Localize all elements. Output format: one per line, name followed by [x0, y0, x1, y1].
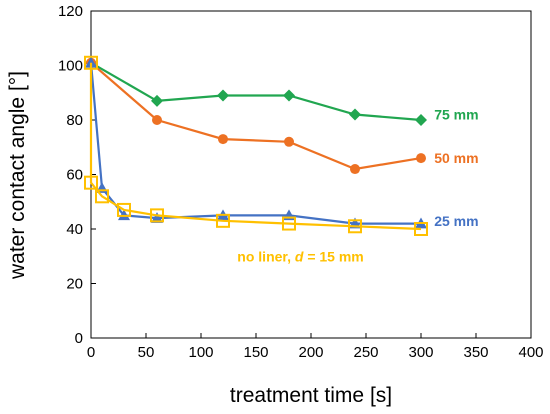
y-tick-label: 80 — [66, 112, 83, 129]
series-label-part: no liner, — [237, 248, 295, 264]
data-point — [284, 136, 294, 147]
data-point — [152, 115, 162, 125]
y-tick-label: 60 — [66, 167, 83, 184]
series-0 — [85, 56, 427, 126]
y-tick-label: 0 — [75, 330, 83, 347]
x-tick-label: 100 — [188, 344, 213, 361]
data-point — [283, 89, 295, 102]
data-point — [217, 89, 229, 102]
series-line — [90, 61, 422, 122]
x-tick-label: 0 — [87, 344, 95, 361]
series-layer — [84, 55, 428, 236]
data-point — [118, 209, 130, 221]
data-point — [348, 219, 362, 234]
data-point — [216, 213, 230, 228]
series-label: 25 mm — [434, 213, 478, 229]
data-point — [117, 202, 131, 217]
data-point — [416, 153, 426, 164]
x-tick-label: 250 — [353, 344, 378, 361]
data-point — [151, 94, 163, 107]
data-point — [84, 175, 98, 190]
series-line — [89, 62, 422, 231]
y-tick-label: 20 — [66, 276, 83, 293]
data-point — [151, 212, 163, 223]
series-2 — [85, 56, 427, 229]
series-line — [89, 62, 421, 225]
plot-area — [90, 10, 532, 339]
y-axis-title: water contact angle [°] — [6, 71, 29, 280]
data-point — [350, 164, 360, 175]
data-point — [85, 56, 97, 68]
x-tick-label: 200 — [298, 344, 323, 361]
x-tick-label: 50 — [138, 344, 155, 361]
data-point — [414, 222, 428, 236]
x-tick-label: 350 — [463, 344, 488, 361]
x-axis-title: treatment time [s] — [230, 384, 392, 407]
data-point — [415, 114, 427, 126]
annotation-layer: 75 mm 50 mm 25 mm no liner, d = 15 mm — [237, 107, 478, 265]
series-label: 50 mm — [434, 150, 478, 166]
x-tick-label: 150 — [243, 344, 268, 361]
y-tick-label: 100 — [58, 58, 83, 75]
series-label: 75 mm — [434, 107, 478, 123]
x-tick-label: 300 — [408, 344, 433, 361]
y-tick-label: 120 — [58, 3, 83, 20]
series-label: no liner, d = 15 mm — [237, 248, 363, 264]
series-label-part: = 15 mm — [303, 248, 363, 264]
data-point — [95, 189, 109, 204]
series-line — [90, 61, 422, 171]
data-point — [218, 134, 228, 145]
axis-ticks: 0 50 100 150 200 250 300 350 400 0 20 40 60 80 100 120 — [58, 3, 544, 361]
data-point — [84, 55, 98, 70]
data-point — [349, 108, 361, 121]
x-tick-label: 400 — [518, 344, 543, 361]
data-point — [282, 216, 296, 231]
y-tick-label: 40 — [66, 221, 83, 238]
data-point — [150, 208, 164, 223]
series-label-part: d — [295, 248, 304, 264]
series-3 — [84, 55, 428, 236]
